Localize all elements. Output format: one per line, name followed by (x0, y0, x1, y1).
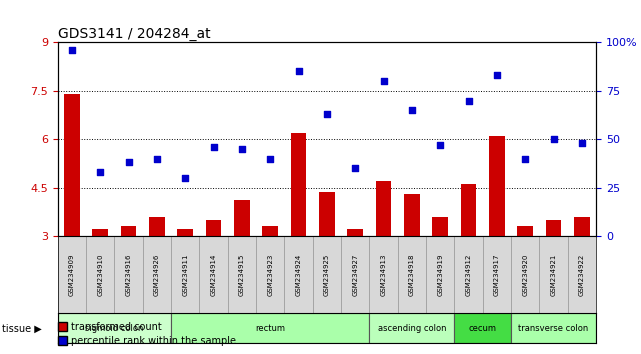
Point (95, 169, 105, 175)
Text: GSM234916: GSM234916 (126, 253, 131, 296)
Text: GSM234926: GSM234926 (154, 253, 160, 296)
Point (577, 140, 587, 146)
Bar (511, 313, 596, 343)
Point (520, 156, 530, 161)
Bar (369, 236, 398, 313)
Point (237, 146, 247, 152)
Bar (291, 133, 306, 236)
Bar (404, 194, 420, 236)
Bar (426, 236, 454, 313)
Text: transverse colon: transverse colon (519, 324, 588, 333)
Bar (262, 226, 278, 236)
Text: GSM234927: GSM234927 (353, 253, 358, 296)
Bar (114, 236, 143, 313)
Text: GSM234913: GSM234913 (381, 253, 387, 296)
Bar (574, 217, 590, 236)
Point (265, 156, 276, 161)
Bar (199, 236, 228, 313)
Text: sigmoid colon: sigmoid colon (85, 324, 144, 333)
Text: GSM234911: GSM234911 (182, 253, 188, 296)
Text: GSM234921: GSM234921 (551, 253, 556, 296)
Bar (546, 220, 562, 236)
Point (492, 73, 502, 78)
Text: tissue ▶: tissue ▶ (2, 323, 42, 333)
Bar (58, 236, 86, 313)
Bar (433, 217, 448, 236)
Text: transformed count: transformed count (71, 322, 162, 332)
Point (180, 175, 190, 181)
Bar (121, 226, 137, 236)
Bar (376, 181, 392, 236)
Bar (540, 236, 568, 313)
Point (322, 111, 332, 117)
Bar (256, 236, 285, 313)
Bar (347, 229, 363, 236)
Text: GSM234919: GSM234919 (437, 253, 444, 296)
Bar (511, 236, 540, 313)
Bar (171, 313, 369, 343)
Text: percentile rank within the sample: percentile rank within the sample (71, 336, 235, 346)
Text: cecum: cecum (469, 324, 497, 333)
Text: GSM234920: GSM234920 (522, 253, 528, 296)
Text: GSM234915: GSM234915 (239, 253, 245, 296)
Text: GSM234917: GSM234917 (494, 253, 500, 296)
Bar (369, 313, 454, 343)
Bar (398, 236, 426, 313)
Text: GSM234914: GSM234914 (210, 253, 217, 296)
Bar (454, 313, 511, 343)
Point (463, 98, 474, 103)
Point (67, 47, 77, 53)
Bar (234, 200, 250, 236)
Bar (319, 192, 335, 236)
Bar (149, 217, 165, 236)
Text: GSM234923: GSM234923 (267, 253, 273, 296)
Text: GSM234910: GSM234910 (97, 253, 103, 296)
Bar (483, 236, 511, 313)
Bar (171, 236, 199, 313)
Text: GSM234909: GSM234909 (69, 253, 75, 296)
Text: GSM234922: GSM234922 (579, 253, 585, 296)
Text: rectum: rectum (255, 324, 285, 333)
Text: GSM234912: GSM234912 (465, 253, 472, 296)
Bar (341, 236, 369, 313)
Text: ascending colon: ascending colon (378, 324, 446, 333)
Text: GSM234925: GSM234925 (324, 253, 330, 296)
Bar (489, 136, 504, 236)
Bar (86, 236, 114, 313)
Text: GSM234918: GSM234918 (409, 253, 415, 296)
Bar (228, 236, 256, 313)
Bar (64, 94, 79, 236)
Bar (568, 236, 596, 313)
Bar (454, 236, 483, 313)
Point (294, 69, 304, 74)
Bar (58, 313, 171, 343)
Bar (285, 236, 313, 313)
Point (152, 156, 162, 161)
Text: GSM234924: GSM234924 (296, 253, 301, 296)
Point (350, 165, 360, 171)
Point (208, 144, 219, 150)
Point (124, 160, 134, 165)
Bar (461, 184, 476, 236)
Bar (313, 236, 341, 313)
Bar (206, 220, 221, 236)
Point (549, 136, 559, 142)
Bar (143, 236, 171, 313)
Bar (92, 229, 108, 236)
Point (378, 78, 388, 84)
Point (407, 107, 417, 113)
Point (435, 142, 445, 148)
Text: GDS3141 / 204284_at: GDS3141 / 204284_at (58, 28, 210, 41)
Bar (517, 226, 533, 236)
Bar (178, 229, 193, 236)
